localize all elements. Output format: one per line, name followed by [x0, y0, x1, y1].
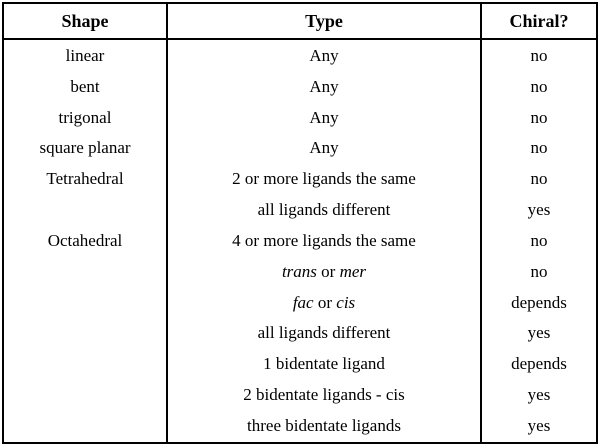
shape-cell: [3, 318, 168, 349]
type-segment: mer: [339, 261, 367, 281]
header-row: Shape Type Chiral?: [3, 3, 597, 39]
shape-cell: Octahedral: [3, 225, 168, 257]
type-segment: or: [313, 292, 337, 312]
chiral-cell: depends: [480, 287, 597, 318]
table-row: trans or mer no: [3, 256, 597, 288]
table-row: three bidentate ligands yes: [3, 410, 597, 443]
type-segment: 1 bidentate ligand: [263, 354, 385, 374]
type-segment: trans: [281, 261, 317, 281]
chiral-cell: no: [480, 163, 597, 195]
table-row: fac or cis depends: [3, 287, 597, 318]
type-cell: 2 or more ligands the same: [167, 164, 481, 195]
type-segment: all ligands different: [257, 200, 391, 220]
shape-cell: trigonal: [3, 102, 168, 134]
chiral-cell: yes: [480, 194, 597, 226]
table-row: linear Any no: [3, 39, 597, 72]
type-cell: all ligands different: [167, 318, 481, 349]
table-row: 2 bidentate ligands - cis yes: [3, 379, 597, 411]
shape-cell: bent: [3, 71, 168, 103]
type-segment: or: [316, 261, 340, 281]
chiral-cell: yes: [480, 379, 597, 411]
type-cell: Any: [167, 133, 481, 164]
type-cell: Any: [167, 71, 481, 102]
table-row: 1 bidentate ligand depends: [3, 348, 597, 380]
type-segment: 4 or more ligands the same: [232, 230, 416, 250]
type-segment: Any: [309, 107, 339, 127]
chiral-cell: yes: [480, 410, 597, 443]
type-cell: 2 bidentate ligands - cis: [167, 380, 481, 411]
type-cell: all ligands different: [167, 195, 481, 226]
type-segment: 2 bidentate ligands - cis: [243, 385, 405, 405]
type-segment: three bidentate ligands: [247, 416, 401, 436]
type-cell: 1 bidentate ligand: [167, 349, 481, 380]
table-row: Tetrahedral 2 or more ligands the same no: [3, 163, 597, 195]
chiral-cell: no: [480, 102, 597, 134]
table-row: trigonal Any no: [3, 102, 597, 134]
shape-cell: [3, 194, 168, 226]
chiral-cell: yes: [480, 318, 597, 349]
table-body: linear Any no bent Any no trigonal Any no square …: [3, 39, 597, 443]
header-type: Type: [305, 10, 343, 31]
type-segment: Any: [309, 138, 339, 158]
shape-cell: [3, 348, 168, 380]
header-chiral: Chiral?: [480, 3, 597, 39]
chiral-cell: no: [480, 71, 597, 103]
type-segment: Any: [309, 76, 339, 96]
shape-cell: Tetrahedral: [3, 163, 168, 195]
table-row: square planar Any no: [3, 133, 597, 164]
chiral-cell: no: [480, 256, 597, 288]
type-segment: cis: [336, 292, 356, 312]
type-cell: fac or cis: [167, 287, 481, 318]
chiral-cell: depends: [480, 348, 597, 380]
chiral-cell: no: [480, 133, 597, 164]
type-segment: all ligands different: [257, 323, 391, 343]
chiral-cell: no: [480, 225, 597, 257]
table-row: bent Any no: [3, 71, 597, 103]
shape-cell: square planar: [3, 133, 168, 164]
table-row: Octahedral 4 or more ligands the same no: [3, 225, 597, 257]
shape-cell: linear: [3, 39, 168, 72]
type-cell: Any: [167, 102, 481, 133]
table-row: all ligands different yes: [3, 318, 597, 349]
table-row: all ligands different yes: [3, 194, 597, 226]
type-segment: Any: [309, 45, 339, 65]
shape-cell: [3, 256, 168, 288]
shape-cell: [3, 410, 168, 443]
type-cell: Any: [167, 39, 481, 71]
type-cell: trans or mer: [167, 256, 481, 287]
type-cell: 4 or more ligands the same: [167, 226, 481, 257]
shape-cell: [3, 287, 168, 318]
header-shape: Shape: [3, 3, 168, 39]
chiral-cell: no: [480, 39, 597, 72]
type-segment: 2 or more ligands the same: [232, 169, 416, 189]
type-cell: three bidentate ligands: [167, 410, 481, 443]
type-segment: fac: [292, 292, 314, 312]
shape-cell: [3, 379, 168, 411]
